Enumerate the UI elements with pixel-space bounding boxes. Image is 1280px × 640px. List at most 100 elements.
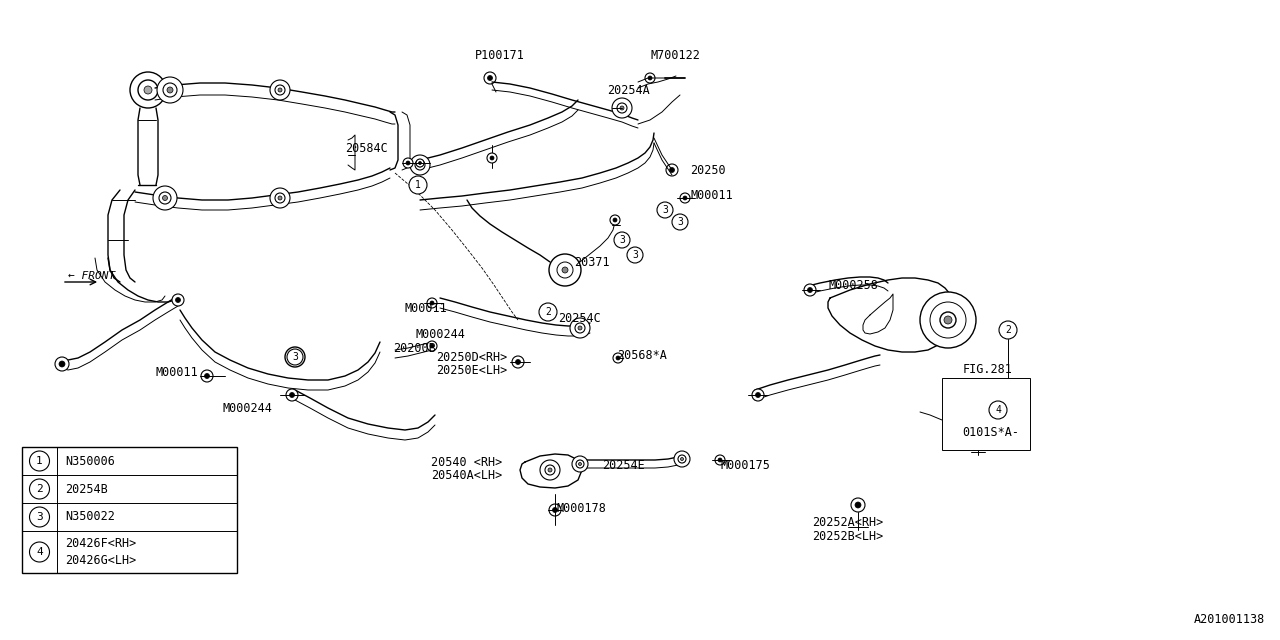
Circle shape xyxy=(410,155,430,175)
Circle shape xyxy=(920,292,977,348)
Circle shape xyxy=(270,80,291,100)
Circle shape xyxy=(576,460,584,468)
Text: A201001138: A201001138 xyxy=(1194,613,1265,626)
Circle shape xyxy=(55,357,69,371)
Text: 2: 2 xyxy=(1005,325,1011,335)
Circle shape xyxy=(931,302,966,338)
Circle shape xyxy=(627,247,643,263)
Circle shape xyxy=(666,164,678,176)
Text: M00011: M00011 xyxy=(155,365,198,378)
Text: 1: 1 xyxy=(36,456,42,466)
Circle shape xyxy=(557,262,573,278)
Circle shape xyxy=(680,193,690,203)
Text: M000178: M000178 xyxy=(556,502,605,515)
Circle shape xyxy=(617,103,627,113)
Text: M000244: M000244 xyxy=(223,401,273,415)
Circle shape xyxy=(972,426,984,438)
Circle shape xyxy=(645,73,655,83)
Circle shape xyxy=(575,323,585,333)
Text: 4: 4 xyxy=(36,547,42,557)
Circle shape xyxy=(428,298,436,308)
Circle shape xyxy=(406,161,410,165)
Circle shape xyxy=(804,284,817,296)
Circle shape xyxy=(490,156,494,160)
Text: 20254A: 20254A xyxy=(607,84,650,97)
Circle shape xyxy=(540,460,561,480)
Circle shape xyxy=(613,218,617,222)
Circle shape xyxy=(570,318,590,338)
Text: 20540 <RH>: 20540 <RH> xyxy=(431,456,502,468)
Text: 2: 2 xyxy=(36,484,42,494)
Circle shape xyxy=(166,87,173,93)
Circle shape xyxy=(29,451,50,471)
Circle shape xyxy=(718,458,722,462)
Circle shape xyxy=(975,429,980,435)
Text: 20252A<RH>: 20252A<RH> xyxy=(813,515,883,529)
Circle shape xyxy=(486,153,497,163)
Text: 20540A<LH>: 20540A<LH> xyxy=(431,468,502,481)
Circle shape xyxy=(416,159,424,167)
Circle shape xyxy=(716,455,724,465)
Circle shape xyxy=(539,303,557,321)
Text: 3: 3 xyxy=(292,352,298,362)
Circle shape xyxy=(278,196,282,200)
Text: 20254B: 20254B xyxy=(65,483,108,495)
Circle shape xyxy=(516,360,521,365)
Circle shape xyxy=(175,298,180,303)
Circle shape xyxy=(29,507,50,527)
Circle shape xyxy=(278,88,282,92)
Circle shape xyxy=(989,401,1007,419)
Circle shape xyxy=(755,392,760,397)
Circle shape xyxy=(579,326,582,330)
Circle shape xyxy=(157,77,183,103)
Circle shape xyxy=(410,176,428,194)
Circle shape xyxy=(611,215,620,225)
Circle shape xyxy=(205,374,210,378)
Text: M000244: M000244 xyxy=(415,328,465,340)
Circle shape xyxy=(163,195,168,200)
Circle shape xyxy=(579,463,581,465)
Text: ← FRONT: ← FRONT xyxy=(68,271,115,281)
Circle shape xyxy=(681,458,684,461)
Circle shape xyxy=(428,341,436,351)
Circle shape xyxy=(415,160,425,170)
Bar xyxy=(942,378,1030,450)
Circle shape xyxy=(616,356,620,360)
Circle shape xyxy=(684,196,687,200)
Text: 20426F<RH>: 20426F<RH> xyxy=(65,537,136,550)
Text: 20426G<LH>: 20426G<LH> xyxy=(65,554,136,567)
Circle shape xyxy=(549,504,561,516)
Circle shape xyxy=(512,356,524,368)
Text: M700122: M700122 xyxy=(650,49,700,62)
Circle shape xyxy=(613,353,623,363)
Text: 20250E<LH>: 20250E<LH> xyxy=(435,364,507,376)
Text: 20254C: 20254C xyxy=(558,312,600,324)
Text: 3: 3 xyxy=(677,217,684,227)
Text: 20371: 20371 xyxy=(573,255,609,269)
Circle shape xyxy=(620,106,625,110)
Text: 3: 3 xyxy=(620,235,625,245)
Circle shape xyxy=(545,465,556,475)
Circle shape xyxy=(275,85,285,95)
Circle shape xyxy=(291,352,300,362)
Text: 2: 2 xyxy=(545,307,550,317)
Circle shape xyxy=(562,267,568,273)
Circle shape xyxy=(553,508,558,513)
Circle shape xyxy=(163,83,177,97)
Circle shape xyxy=(275,193,285,203)
Circle shape xyxy=(940,312,956,328)
Text: 3: 3 xyxy=(36,512,42,522)
Circle shape xyxy=(403,158,413,168)
Circle shape xyxy=(159,192,172,204)
Bar xyxy=(22,447,237,573)
Text: 0101S*A-: 0101S*A- xyxy=(963,426,1019,438)
Text: 20250: 20250 xyxy=(690,163,726,177)
Text: 1: 1 xyxy=(415,180,421,190)
Text: M00011: M00011 xyxy=(690,189,732,202)
Circle shape xyxy=(131,72,166,108)
Circle shape xyxy=(172,294,184,306)
Circle shape xyxy=(548,468,552,472)
Circle shape xyxy=(572,456,588,472)
Circle shape xyxy=(672,214,689,230)
Circle shape xyxy=(154,186,177,210)
